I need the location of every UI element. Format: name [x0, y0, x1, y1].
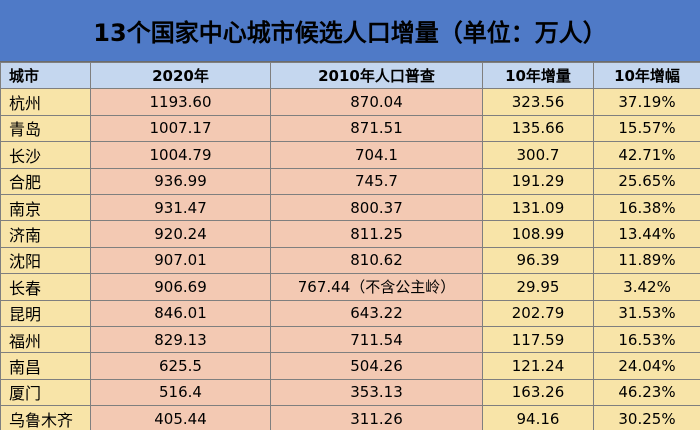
- cell-2010-census: 870.04: [270, 88, 483, 116]
- header-city: 城市: [0, 61, 91, 90]
- cell-city: 合肥: [0, 167, 91, 195]
- cell-2020: 1007.17: [90, 114, 271, 143]
- cell-2020: 1004.79: [90, 141, 271, 169]
- table-row: 长春 906.69 767.44（不含公主岭） 29.95 3.42%: [0, 273, 700, 301]
- cell-city: 青岛: [0, 114, 91, 143]
- cell-increase: 117.59: [482, 325, 594, 354]
- cell-increase: 300.7: [482, 141, 594, 169]
- cell-2020: 931.47: [90, 193, 271, 222]
- cell-2020: 920.24: [90, 220, 271, 248]
- cell-2020: 936.99: [90, 167, 271, 195]
- cell-2010-census: 504.26: [270, 352, 483, 380]
- cell-growth-rate: 42.71%: [593, 141, 700, 169]
- table-row: 沈阳 907.01 810.62 96.39 11.89%: [0, 246, 700, 275]
- cell-growth-rate: 15.57%: [593, 114, 700, 143]
- table-title: 13个国家中心城市候选人口增量（单位：万人）: [0, 0, 700, 62]
- table-row: 昆明 846.01 643.22 202.79 31.53%: [0, 299, 700, 327]
- cell-increase: 202.79: [482, 299, 594, 327]
- cell-growth-rate: 37.19%: [593, 88, 700, 116]
- cell-increase: 94.16: [482, 405, 594, 430]
- cell-2010-census: 643.22: [270, 299, 483, 327]
- header-growth-rate: 10年增幅: [593, 61, 700, 90]
- cell-2020: 405.44: [90, 405, 271, 430]
- cell-2010-census: 800.37: [270, 193, 483, 222]
- header-row: 城市 2020年 2010年人口普查 10年增量 10年增幅: [0, 61, 700, 90]
- cell-2010-census: 811.25: [270, 220, 483, 248]
- cell-2020: 846.01: [90, 299, 271, 327]
- cell-growth-rate: 16.53%: [593, 325, 700, 354]
- table-row: 福州 829.13 711.54 117.59 16.53%: [0, 325, 700, 354]
- table-row: 杭州 1193.60 870.04 323.56 37.19%: [0, 88, 700, 116]
- cell-increase: 29.95: [482, 273, 594, 301]
- table-row: 乌鲁木齐 405.44 311.26 94.16 30.25%: [0, 405, 700, 430]
- cell-increase: 131.09: [482, 193, 594, 222]
- cell-city: 厦门: [0, 378, 91, 407]
- cell-increase: 121.24: [482, 352, 594, 380]
- header-2010-census: 2010年人口普查: [270, 61, 483, 90]
- cell-2010-census: 311.26: [270, 405, 483, 430]
- table-row: 南昌 625.5 504.26 121.24 24.04%: [0, 352, 700, 380]
- population-table: 城市 2020年 2010年人口普查 10年增量 10年增幅 杭州 1193.60…: [0, 61, 700, 430]
- cell-city: 南京: [0, 193, 91, 222]
- header-2020: 2020年: [90, 61, 271, 90]
- cell-2020: 829.13: [90, 325, 271, 354]
- table-row: 合肥 936.99 745.7 191.29 25.65%: [0, 167, 700, 195]
- cell-growth-rate: 13.44%: [593, 220, 700, 248]
- cell-growth-rate: 46.23%: [593, 378, 700, 407]
- cell-increase: 191.29: [482, 167, 594, 195]
- cell-growth-rate: 3.42%: [593, 273, 700, 301]
- cell-increase: 96.39: [482, 246, 594, 275]
- table-row: 长沙 1004.79 704.1 300.7 42.71%: [0, 141, 700, 169]
- cell-city: 济南: [0, 220, 91, 248]
- cell-city: 福州: [0, 325, 91, 354]
- cell-city: 长春: [0, 273, 91, 301]
- cell-2020: 516.4: [90, 378, 271, 407]
- cell-growth-rate: 11.89%: [593, 246, 700, 275]
- cell-growth-rate: 25.65%: [593, 167, 700, 195]
- table-row: 青岛 1007.17 871.51 135.66 15.57%: [0, 114, 700, 143]
- cell-city: 南昌: [0, 352, 91, 380]
- cell-2010-census: 767.44（不含公主岭）: [270, 273, 483, 301]
- cell-city: 长沙: [0, 141, 91, 169]
- header-increase: 10年增量: [482, 61, 594, 90]
- cell-2010-census: 704.1: [270, 141, 483, 169]
- cell-2010-census: 871.51: [270, 114, 483, 143]
- cell-city: 沈阳: [0, 246, 91, 275]
- cell-increase: 323.56: [482, 88, 594, 116]
- cell-increase: 108.99: [482, 220, 594, 248]
- cell-2010-census: 745.7: [270, 167, 483, 195]
- table-row: 厦门 516.4 353.13 163.26 46.23%: [0, 378, 700, 407]
- cell-city: 乌鲁木齐: [0, 405, 91, 430]
- cell-2020: 907.01: [90, 246, 271, 275]
- cell-city: 杭州: [0, 88, 91, 116]
- cell-increase: 163.26: [482, 378, 594, 407]
- cell-increase: 135.66: [482, 114, 594, 143]
- cell-growth-rate: 30.25%: [593, 405, 700, 430]
- cell-growth-rate: 24.04%: [593, 352, 700, 380]
- cell-growth-rate: 31.53%: [593, 299, 700, 327]
- cell-2020: 906.69: [90, 273, 271, 301]
- cell-2020: 625.5: [90, 352, 271, 380]
- cell-growth-rate: 16.38%: [593, 193, 700, 222]
- cell-city: 昆明: [0, 299, 91, 327]
- table-row: 南京 931.47 800.37 131.09 16.38%: [0, 193, 700, 222]
- cell-2010-census: 810.62: [270, 246, 483, 275]
- cell-2010-census: 711.54: [270, 325, 483, 354]
- cell-2020: 1193.60: [90, 88, 271, 116]
- cell-2010-census: 353.13: [270, 378, 483, 407]
- table-row: 济南 920.24 811.25 108.99 13.44%: [0, 220, 700, 248]
